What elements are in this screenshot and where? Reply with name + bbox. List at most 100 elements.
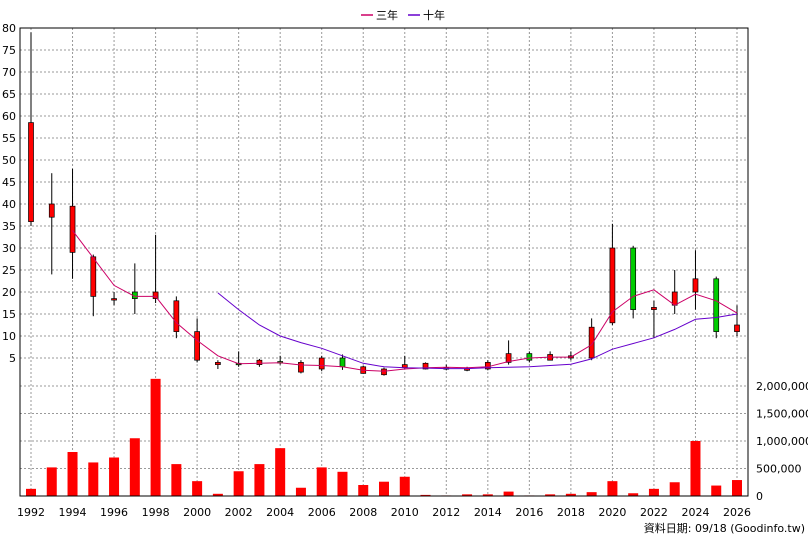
average-line [217, 292, 738, 370]
year-tick-label: 2002 [225, 506, 253, 519]
volume-bar [26, 488, 36, 496]
candle-body [609, 247, 616, 324]
grid-lines [20, 27, 748, 496]
year-tick-label: 2012 [432, 506, 460, 519]
price-tick-label: 40 [2, 198, 16, 211]
candle-body [422, 362, 429, 370]
candle-body [588, 326, 595, 359]
volume-bar [192, 481, 203, 496]
price-tick-label: 60 [2, 110, 16, 123]
volume-bar [295, 487, 306, 496]
price-tick-label: 30 [2, 242, 16, 255]
volume-tick-label: 0 [756, 490, 763, 503]
volume-bar [379, 481, 389, 496]
year-tick-label: 2016 [515, 506, 543, 519]
price-tick-label: 65 [2, 88, 16, 101]
volume-bar [545, 494, 556, 496]
volume-bar [88, 462, 99, 496]
volume-bar [233, 471, 244, 496]
candles [28, 32, 740, 376]
plot-frame [19, 27, 749, 497]
candle-body [111, 298, 117, 301]
candle-body [90, 256, 97, 297]
volume-bar [129, 438, 140, 496]
volume-bar [669, 482, 680, 496]
legend-label-10y: 十年 [423, 8, 445, 22]
source-note: 資料日期: 09/18 (Goodinfo.tw) [644, 521, 805, 535]
price-tick-label: 70 [2, 66, 16, 79]
volume-bar [628, 493, 639, 496]
candle-body [713, 278, 720, 332]
candle-body [630, 247, 637, 310]
year-tick-label: 2026 [723, 506, 751, 519]
price-tick-label: 45 [2, 176, 16, 189]
candle-body [173, 300, 180, 332]
axes: 5 10 15 20 25 30 35 40 45 50 55 60 65 70 75 80 0 500,000 1… [2, 22, 808, 519]
candle-body [215, 362, 221, 365]
price-tick-label: 10 [2, 330, 16, 343]
volume-bar [482, 494, 493, 496]
volume-bar [399, 476, 410, 496]
year-tick-label: 2024 [681, 506, 709, 519]
year-tick-label: 1996 [100, 506, 128, 519]
volume-bar [67, 452, 78, 496]
candle-body [505, 353, 512, 363]
volume-bar [212, 493, 223, 496]
price-tick-label: 20 [2, 286, 16, 299]
candle-body [194, 331, 200, 361]
volume-bar [607, 481, 618, 496]
candle-body [671, 291, 678, 306]
volume-bar [690, 441, 701, 496]
candle-body [256, 359, 263, 365]
candle-body [298, 362, 304, 373]
candle-body [339, 357, 346, 368]
volume-bar [503, 491, 514, 496]
volume-bar [171, 464, 182, 496]
year-tick-label: 2004 [266, 506, 294, 519]
volume-tick-label: 2,000,000 [756, 380, 808, 393]
candle-body [526, 353, 533, 361]
year-tick-label: 1998 [142, 506, 170, 519]
candle-body [318, 357, 325, 370]
candle-body [651, 307, 657, 310]
volume-tick-label: 1,500,000 [756, 408, 808, 421]
price-tick-label: 55 [2, 132, 16, 145]
volume-bar [565, 493, 576, 496]
volume-bar [732, 480, 742, 496]
year-tick-label: 1994 [59, 506, 87, 519]
volume-bar [275, 448, 286, 496]
volume-bar [648, 488, 659, 496]
volume-bar [254, 464, 265, 496]
volume-tick-label: 1,000,000 [756, 435, 808, 448]
volume-bars [26, 378, 742, 496]
candle-body [28, 122, 34, 222]
price-tick-label: 25 [2, 264, 16, 277]
year-tick-label: 2014 [474, 506, 502, 519]
candle-body [381, 368, 387, 376]
volume-tick-label: 500,000 [756, 463, 802, 476]
volume-bar [420, 494, 431, 496]
volume-bar [586, 492, 597, 496]
volume-bar [462, 494, 473, 496]
year-tick-label: 2018 [557, 506, 585, 519]
legend-label-3y: 三年 [376, 8, 398, 22]
average-lines [72, 230, 738, 372]
price-tick-label: 50 [2, 154, 16, 167]
volume-bar [150, 378, 161, 496]
candle-body [48, 203, 55, 218]
candle-body [692, 278, 699, 293]
price-tick-label: 15 [2, 308, 16, 321]
price-tick-label: 80 [2, 22, 16, 35]
year-tick-label: 2022 [640, 506, 668, 519]
volume-bar [316, 467, 327, 496]
candle-body [734, 324, 740, 332]
year-tick-label: 1992 [17, 506, 45, 519]
price-tick-label: 35 [2, 220, 16, 233]
price-tick-label: 75 [2, 44, 16, 57]
volume-bar [711, 485, 722, 496]
volume-bar [337, 471, 348, 496]
year-tick-label: 2008 [349, 506, 377, 519]
volume-bar [358, 485, 369, 496]
year-tick-label: 2000 [183, 506, 211, 519]
